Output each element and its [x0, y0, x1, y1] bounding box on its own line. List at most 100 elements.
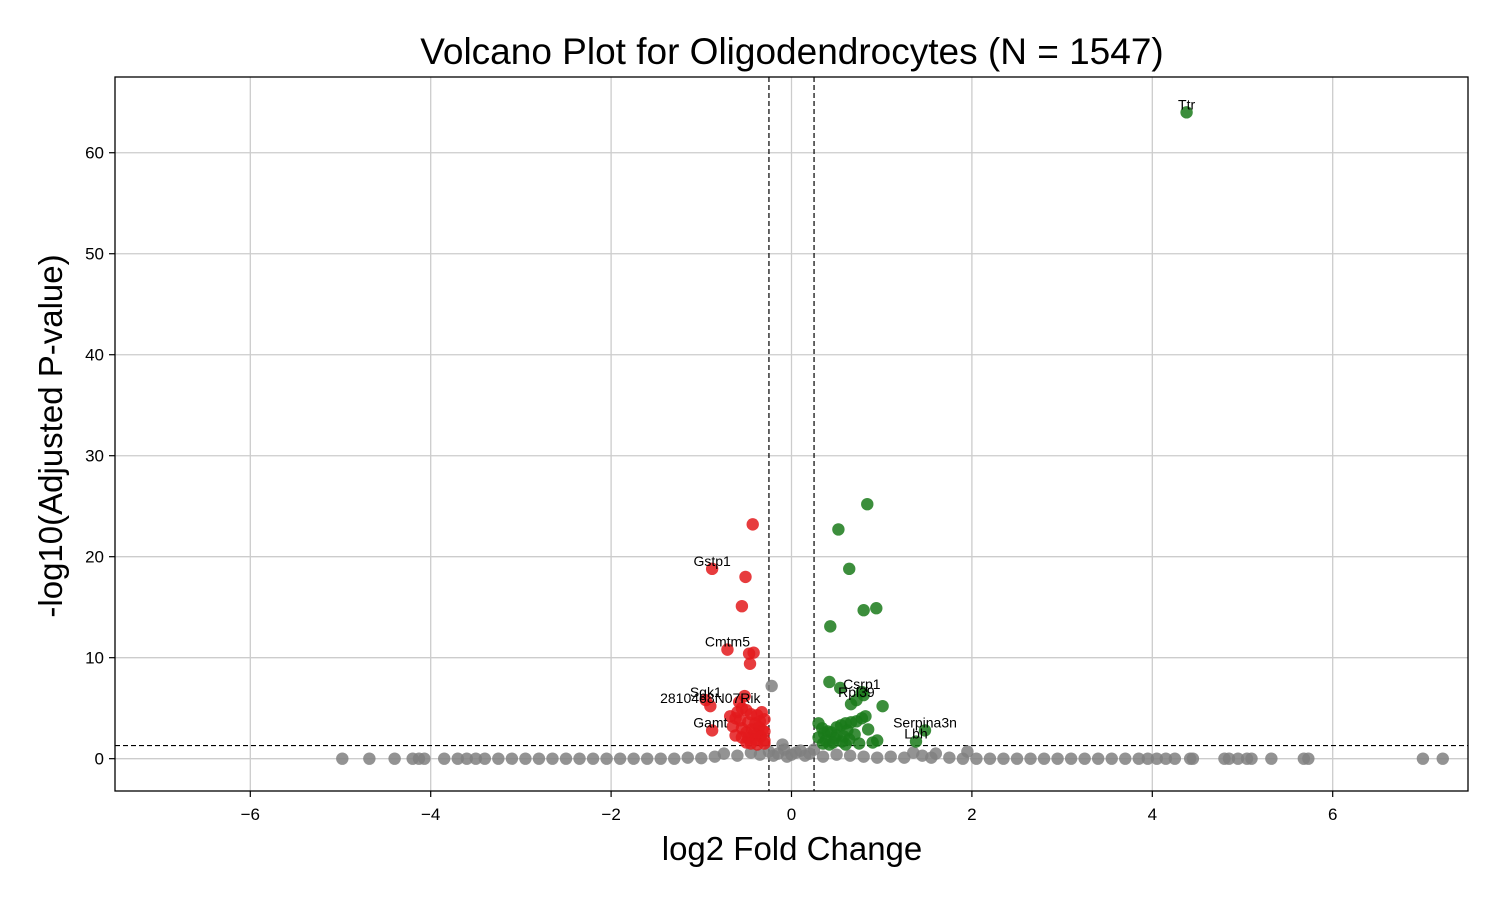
point-ns: [1132, 752, 1145, 765]
point-ns: [546, 752, 559, 765]
series-up: [812, 106, 1193, 751]
point-ns: [1222, 752, 1236, 765]
y-tick-label: 30: [85, 447, 104, 466]
threshold-lines: [115, 77, 1468, 791]
point-ns: [1141, 752, 1154, 765]
point-ns: [460, 752, 473, 765]
point-ns: [1302, 752, 1315, 765]
point-ns: [1265, 752, 1278, 765]
point-ns: [961, 745, 974, 758]
point-ns: [363, 752, 376, 765]
point-ns: [505, 752, 519, 765]
point-ns: [668, 752, 681, 765]
x-tick-label: −6: [241, 805, 260, 824]
point-ns: [1245, 752, 1258, 765]
y-tick-label: 60: [85, 144, 104, 163]
point-ns: [1416, 752, 1430, 765]
point-down: [739, 570, 752, 584]
point-ns: [336, 752, 349, 765]
point-up: [839, 738, 852, 751]
x-axis-ticks: −6 −4 −2 0 2 4 6: [241, 791, 1337, 824]
point-ns: [1091, 752, 1105, 765]
point-up: [909, 735, 923, 748]
point-up: [824, 620, 837, 633]
point-ns: [640, 752, 654, 765]
gene-label: Csrp1: [843, 676, 881, 692]
point-ns: [1436, 752, 1449, 765]
point-ns: [929, 747, 943, 760]
point-ns: [492, 752, 505, 765]
point-ns: [997, 752, 1010, 765]
gene-label: Sgk1: [690, 684, 722, 700]
point-ns: [1168, 752, 1182, 765]
point-ns: [1119, 752, 1132, 765]
point-down: [746, 518, 759, 531]
point-down: [758, 737, 771, 750]
series-down: [699, 518, 771, 751]
point-up: [843, 562, 856, 576]
gene-label: Ttr: [1178, 96, 1195, 112]
y-tick-label: 20: [85, 548, 104, 567]
point-ns: [1231, 752, 1245, 765]
y-tick-label: 10: [85, 649, 104, 668]
point-up: [857, 604, 870, 617]
point-ns: [418, 752, 431, 765]
point-down: [705, 724, 719, 737]
gene-label: Cmtm5: [705, 634, 750, 650]
point-ns: [1037, 752, 1051, 765]
point-ns: [586, 752, 600, 765]
point-ns: [627, 752, 640, 765]
point-ns: [1051, 752, 1064, 765]
point-up: [1180, 106, 1193, 119]
point-up: [823, 675, 836, 689]
point-ns: [898, 751, 911, 764]
point-down: [704, 699, 717, 713]
point-ns: [1064, 752, 1078, 765]
gene-label: Gstp1: [693, 553, 731, 569]
y-axis-ticks: 0 10 20 30 40 50 60: [85, 144, 115, 769]
x-tick-label: −4: [421, 805, 440, 824]
series-ns: [336, 679, 1449, 765]
x-tick-label: 2: [967, 805, 976, 824]
y-tick-label: 40: [85, 346, 104, 365]
point-ns: [765, 679, 778, 693]
y-tick-label: 0: [95, 750, 104, 769]
point-ns: [438, 752, 451, 765]
point-up: [834, 681, 847, 695]
point-ns: [478, 752, 492, 765]
point-ns: [943, 751, 956, 764]
point-ns: [451, 752, 464, 765]
x-tick-label: 4: [1148, 805, 1157, 824]
grid-lines: [115, 77, 1468, 791]
point-down: [705, 562, 719, 576]
x-axis-label: log2 Fold Change: [662, 830, 923, 867]
x-tick-label: −2: [601, 805, 620, 824]
point-up: [844, 697, 858, 711]
point-up: [870, 602, 883, 615]
point-ns: [1010, 752, 1024, 765]
point-ns: [1150, 752, 1164, 765]
point-ns: [681, 751, 694, 764]
point-up: [866, 736, 879, 749]
point-ns: [857, 750, 870, 763]
point-down: [721, 643, 734, 656]
point-ns: [573, 752, 586, 765]
point-down: [747, 646, 760, 659]
point-up: [876, 699, 889, 713]
point-ns: [1105, 752, 1118, 765]
point-ns: [717, 747, 731, 760]
point-ns: [830, 748, 843, 761]
chart-title: Volcano Plot for Oligodendrocytes (N = 1…: [420, 31, 1164, 72]
point-ns: [532, 752, 546, 765]
y-axis-label: -log10(Adjusted P-value): [32, 254, 69, 617]
x-tick-label: 0: [787, 805, 796, 824]
point-ns: [654, 752, 667, 765]
point-ns: [870, 751, 884, 764]
data-points: [336, 106, 1449, 765]
point-ns: [388, 752, 401, 765]
point-up: [861, 497, 874, 511]
point-ns: [1024, 752, 1037, 765]
